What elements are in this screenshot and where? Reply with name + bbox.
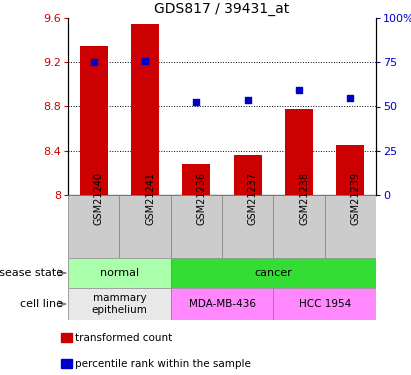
Text: MDA-MB-436: MDA-MB-436 — [189, 299, 256, 309]
Bar — [131, 24, 159, 195]
Text: GSM21238: GSM21238 — [299, 172, 309, 225]
Text: GSM21239: GSM21239 — [350, 172, 360, 225]
Point — [90, 59, 97, 65]
Text: GSM21237: GSM21237 — [248, 172, 258, 225]
Bar — [273, 288, 376, 320]
Bar — [61, 359, 72, 368]
Bar — [336, 145, 365, 195]
Text: transformed count: transformed count — [76, 333, 173, 342]
Text: mammary
epithelium: mammary epithelium — [91, 293, 147, 315]
Point — [193, 99, 200, 105]
Text: percentile rank within the sample: percentile rank within the sample — [76, 358, 252, 369]
Bar — [325, 195, 376, 258]
Bar — [233, 155, 262, 195]
Bar — [68, 288, 171, 320]
Text: GSM21240: GSM21240 — [94, 172, 104, 225]
Bar — [222, 195, 273, 258]
Text: cell line: cell line — [20, 299, 63, 309]
Bar — [68, 258, 171, 288]
Bar — [171, 258, 376, 288]
Text: HCC 1954: HCC 1954 — [298, 299, 351, 309]
Bar — [80, 46, 108, 195]
Text: GSM21241: GSM21241 — [145, 172, 155, 225]
Bar — [68, 195, 119, 258]
Bar — [61, 333, 72, 342]
Point — [245, 97, 251, 103]
Point — [347, 94, 353, 100]
Text: GSM21236: GSM21236 — [196, 172, 206, 225]
Text: normal: normal — [100, 268, 139, 278]
Bar — [285, 109, 313, 195]
Title: GDS817 / 39431_at: GDS817 / 39431_at — [155, 2, 290, 16]
Bar — [171, 195, 222, 258]
Point — [296, 87, 302, 93]
Text: disease state: disease state — [0, 268, 63, 278]
Bar — [273, 195, 325, 258]
Bar — [182, 164, 210, 195]
Point — [142, 58, 148, 64]
Bar — [119, 195, 171, 258]
Text: cancer: cancer — [254, 268, 292, 278]
Bar — [171, 288, 273, 320]
